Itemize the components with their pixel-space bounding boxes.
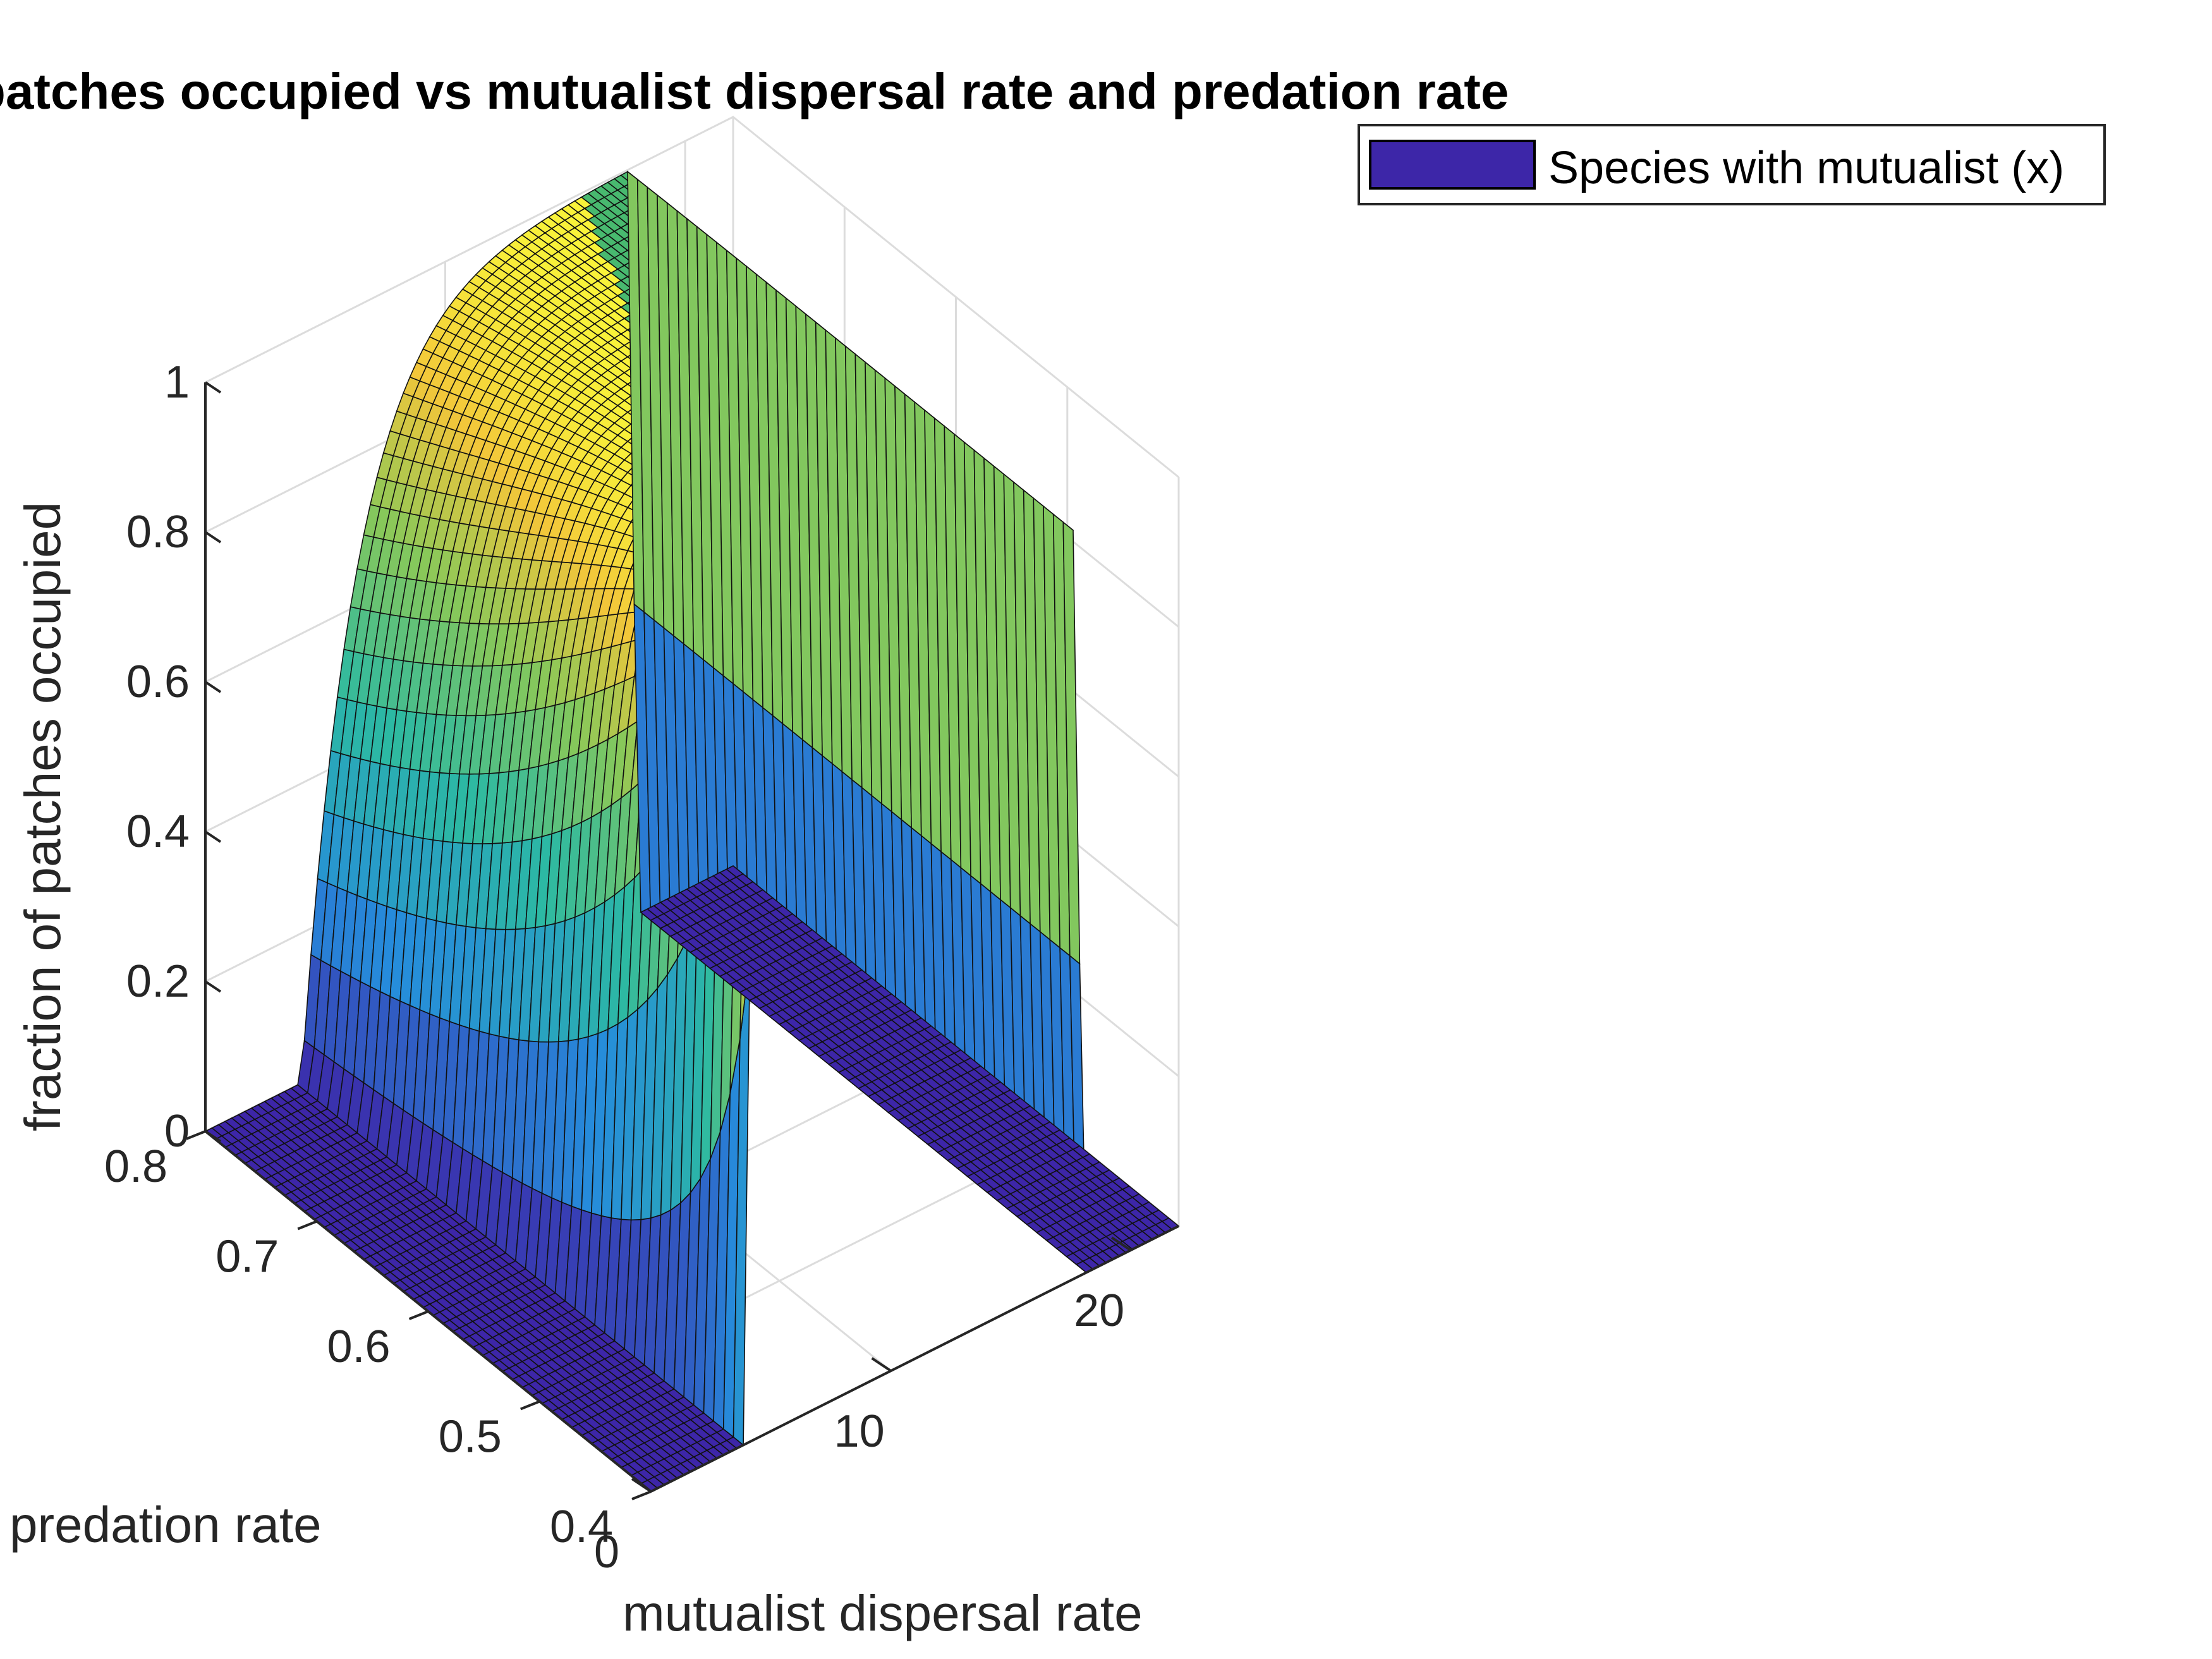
x-tick-label: 0 [594,1527,619,1577]
y-tick-label: 0.4 [550,1502,613,1552]
legend-swatch [1369,140,1536,190]
z-tick-label: 0 [164,1106,190,1157]
axes [186,381,1179,1500]
x-tick-label: 10 [834,1406,885,1457]
y-axis-label: predation rate [9,1497,322,1553]
legend-entry-label: Species with mutualist (x) [1548,143,2064,193]
surface-mesh [204,170,1180,1492]
z-tick-label: 0.2 [126,956,190,1007]
y-tick-label: 0.5 [439,1412,502,1462]
x-axis-label: mutualist dispersal rate [623,1585,1143,1641]
z-tick-label: 0.6 [126,657,190,707]
x-tick-label: 20 [1074,1285,1124,1336]
y-tick-label: 0.8 [104,1141,167,1192]
chart-title: patches occupied vs mutualist dispersal … [0,63,1509,119]
z-tick-label: 0.8 [126,507,190,557]
legend: Species with mutualist (x) [1358,124,2106,205]
z-tick-label: 0.4 [126,806,190,857]
z-tick-label: 1 [164,357,190,408]
y-tick-label: 0.6 [327,1322,391,1372]
z-axis-label: fraction of patches occupied [15,502,71,1131]
y-tick-label: 0.7 [216,1232,279,1282]
